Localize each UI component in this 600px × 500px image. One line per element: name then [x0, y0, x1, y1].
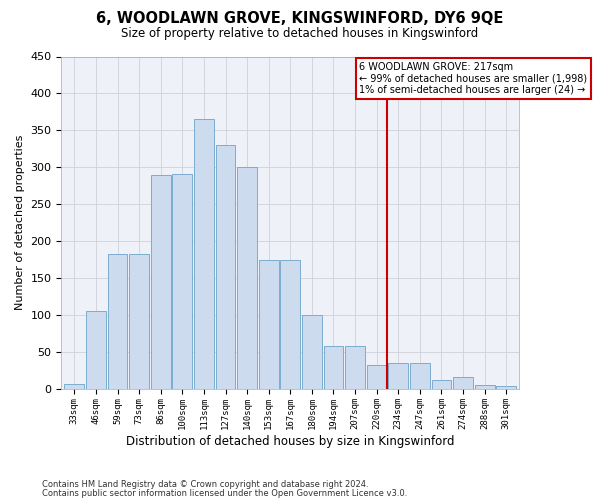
- Text: Size of property relative to detached houses in Kingswinford: Size of property relative to detached ho…: [121, 28, 479, 40]
- Bar: [345, 346, 365, 389]
- Bar: [151, 174, 170, 389]
- Bar: [259, 260, 278, 389]
- Bar: [323, 346, 343, 389]
- Bar: [172, 174, 192, 389]
- Bar: [237, 168, 257, 389]
- Bar: [215, 145, 235, 389]
- Bar: [302, 315, 322, 389]
- Bar: [64, 384, 84, 389]
- X-axis label: Distribution of detached houses by size in Kingswinford: Distribution of detached houses by size …: [126, 434, 455, 448]
- Bar: [410, 363, 430, 389]
- Text: 6, WOODLAWN GROVE, KINGSWINFORD, DY6 9QE: 6, WOODLAWN GROVE, KINGSWINFORD, DY6 9QE: [97, 11, 503, 26]
- Bar: [194, 120, 214, 389]
- Bar: [431, 380, 451, 389]
- Bar: [496, 386, 516, 389]
- Y-axis label: Number of detached properties: Number of detached properties: [15, 135, 25, 310]
- Bar: [367, 366, 386, 389]
- Bar: [280, 260, 300, 389]
- Bar: [453, 377, 473, 389]
- Bar: [86, 312, 106, 389]
- Bar: [388, 363, 408, 389]
- Text: 6 WOODLAWN GROVE: 217sqm
← 99% of detached houses are smaller (1,998)
1% of semi: 6 WOODLAWN GROVE: 217sqm ← 99% of detach…: [359, 62, 587, 95]
- Text: Contains public sector information licensed under the Open Government Licence v3: Contains public sector information licen…: [42, 489, 407, 498]
- Bar: [107, 254, 127, 389]
- Text: Contains HM Land Registry data © Crown copyright and database right 2024.: Contains HM Land Registry data © Crown c…: [42, 480, 368, 489]
- Bar: [129, 254, 149, 389]
- Bar: [475, 386, 494, 389]
